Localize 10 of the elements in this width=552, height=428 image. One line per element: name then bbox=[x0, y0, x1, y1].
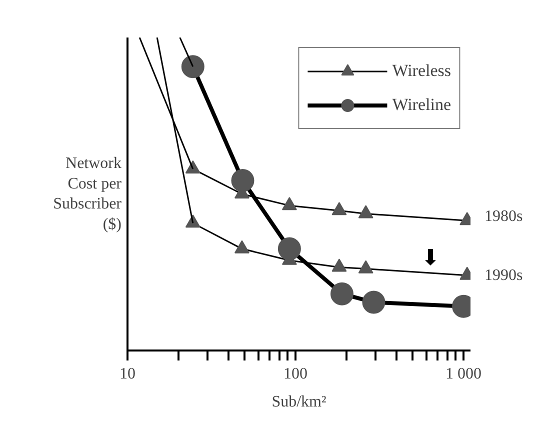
legend-label: Wireless bbox=[392, 61, 451, 81]
x-tick-label: 100 bbox=[284, 366, 308, 382]
x-tick-label: 1 000 bbox=[446, 366, 482, 382]
text: 1980s bbox=[484, 208, 523, 225]
annotation: ⬇ bbox=[421, 246, 440, 271]
y-axis-title: Network Cost per Subscriber ($) bbox=[53, 154, 122, 234]
text: 1990s bbox=[484, 267, 523, 284]
x-axis-title: Sub/km² bbox=[272, 394, 326, 410]
x-tick-label: 10 bbox=[120, 366, 136, 382]
legend-label: Wireline bbox=[392, 95, 451, 115]
